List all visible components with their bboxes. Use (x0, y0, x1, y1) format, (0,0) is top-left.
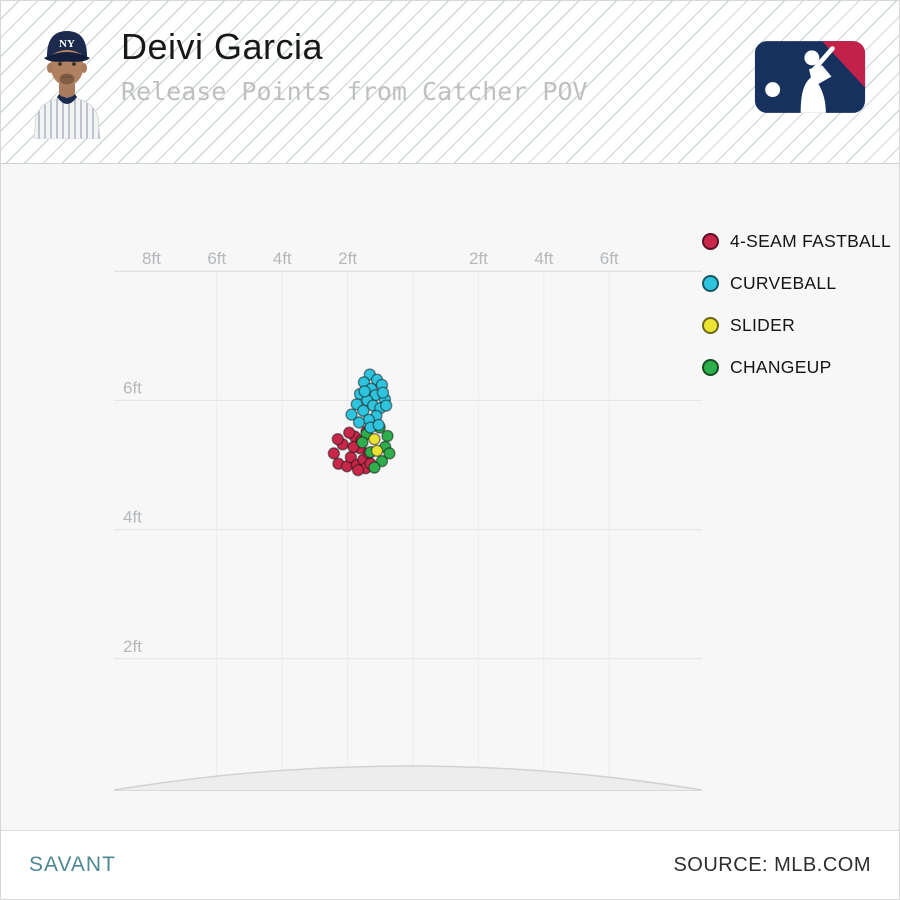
x-axis-tick-label: 8ft (142, 249, 161, 268)
header: NY Deivi Garcia Release Points from Catc… (1, 1, 899, 164)
release-point-changeup (368, 461, 381, 474)
release-point-4-seam-fastball (331, 432, 344, 446)
mlb-logo-ball (765, 82, 781, 98)
footer: SAVANT SOURCE: MLB.COM (1, 830, 899, 899)
pitch-color-dot (702, 358, 719, 376)
x-axis-tick-label: 6ft (600, 249, 619, 268)
chart-subtitle: Release Points from Catcher POV (121, 76, 588, 106)
savant-brand: SAVANT (29, 853, 116, 876)
pitch-color-dot (702, 232, 719, 250)
release-point-4-seam-fastball (327, 447, 341, 460)
release-point-slider (370, 444, 384, 457)
legend-item: SLIDER (702, 315, 891, 335)
release-point-curveball (379, 399, 393, 412)
legend-item: CURVEBALL (702, 273, 891, 293)
pitch-legend: 4-SEAM FASTBALL CURVEBALL SLIDER CHANGEUP (702, 231, 891, 399)
y-axis-tick-label: 4ft (123, 508, 142, 527)
legend-label: 4-SEAM FASTBALL (730, 230, 892, 251)
legend-label: SLIDER (730, 314, 796, 335)
x-axis-tick-label: 6ft (207, 249, 226, 268)
release-point-curveball (372, 418, 385, 432)
legend-item: 4-SEAM FASTBALL (702, 231, 891, 251)
y-axis-tick-label: 2ft (123, 637, 142, 656)
legend-label: CURVEBALL (730, 272, 837, 293)
release-point-curveball (352, 416, 366, 429)
legend-item: CHANGEUP (702, 357, 891, 377)
release-point-curveball (345, 408, 358, 421)
title-block: Deivi Garcia Release Points from Catcher… (121, 27, 588, 106)
mlb-logo-batter (800, 46, 835, 113)
release-point-4-seam-fastball (351, 463, 365, 477)
cap-crown (46, 31, 88, 59)
x-axis-tick-label: 2ft (338, 249, 357, 268)
release-point-curveball (358, 385, 371, 398)
pitch-color-dot (702, 316, 719, 334)
source-credit: SOURCE: MLB.COM (673, 853, 871, 876)
release-point-4-seam-fastball (343, 426, 356, 439)
mound-outline (113, 765, 703, 791)
ear (81, 63, 87, 73)
release-point-changeup (383, 447, 396, 460)
eye (58, 62, 62, 66)
x-axis-tick-label: 4ft (273, 249, 292, 268)
mlb-logo (754, 41, 866, 113)
release-point-changeup (381, 429, 394, 443)
pitch-color-dot (702, 274, 719, 292)
page-title: Deivi Garcia (121, 26, 324, 67)
eye (72, 62, 76, 66)
cap-ny-logo: NY (59, 38, 75, 50)
legend-label: CHANGEUP (730, 356, 832, 377)
release-point-curveball (376, 386, 390, 399)
player-headshot: NY (33, 31, 101, 139)
ear (47, 63, 53, 73)
x-axis-tick-label: 2ft (469, 249, 488, 268)
release-point-slider (368, 432, 381, 446)
release-point-curveball (357, 404, 370, 417)
x-axis-tick-label: 4ft (534, 249, 553, 268)
y-axis-tick-label: 6ft (123, 378, 142, 397)
cap-brim (44, 52, 90, 62)
goatee (59, 73, 75, 85)
release-point-changeup (356, 436, 369, 449)
